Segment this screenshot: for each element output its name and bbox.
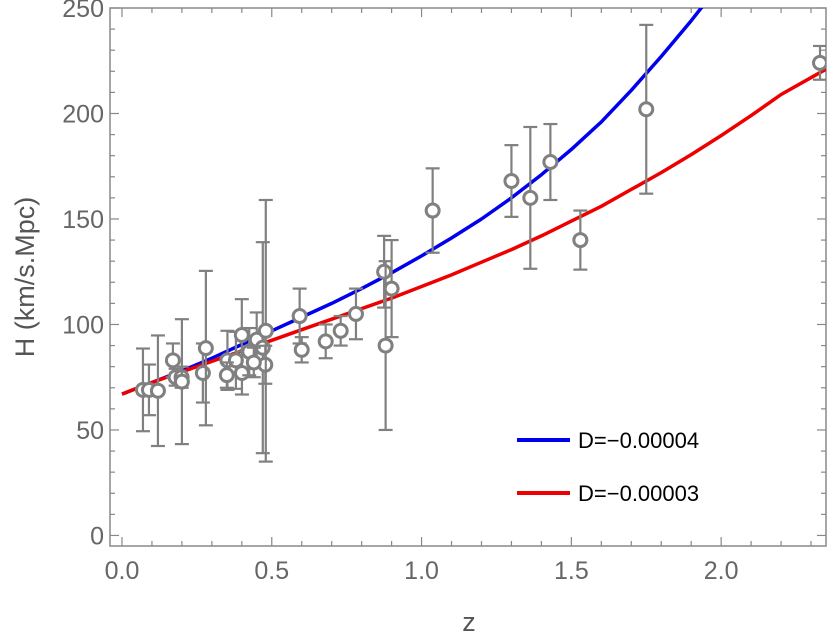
y-tick-label: 200 <box>62 100 104 128</box>
data-point <box>197 269 214 427</box>
ticks <box>110 7 826 546</box>
y-tick-label: 250 <box>62 0 104 23</box>
data-point <box>347 287 364 341</box>
point-marker <box>542 154 559 171</box>
point-marker <box>227 352 244 369</box>
x-tick-label: 2.0 <box>704 557 739 585</box>
point-marker <box>347 305 364 322</box>
y-tick-label: 100 <box>62 311 104 339</box>
data-point <box>317 323 334 360</box>
data-point <box>218 361 235 389</box>
data-point <box>503 144 520 218</box>
point-marker <box>197 340 214 357</box>
x-tick-label: 1.0 <box>404 557 439 585</box>
data-point <box>522 125 539 270</box>
tick-labels: 0.0 0.5 1.0 1.5 2.0 0 50 100 150 200 250 <box>62 0 738 585</box>
point-marker <box>377 337 394 354</box>
data-point <box>291 287 308 345</box>
point-marker <box>173 373 190 390</box>
x-axis-title: z <box>462 607 476 637</box>
point-marker <box>293 341 310 358</box>
point-marker <box>638 101 655 118</box>
point-marker <box>503 173 520 190</box>
legend-label-red: D=−0.00003 <box>578 481 699 506</box>
point-marker <box>164 352 181 369</box>
data-point <box>572 209 589 271</box>
point-marker <box>317 333 334 350</box>
point-marker <box>233 364 250 381</box>
data-point <box>638 23 655 195</box>
point-marker <box>194 364 211 381</box>
data-point <box>257 198 274 463</box>
data-point <box>149 334 166 448</box>
point-marker <box>149 382 166 399</box>
data-point <box>424 167 441 254</box>
data-point <box>245 346 262 379</box>
point-marker <box>522 189 539 206</box>
point-marker <box>812 54 826 71</box>
point-marker <box>383 280 400 297</box>
point-marker <box>424 202 441 219</box>
point-marker <box>257 322 274 339</box>
series-line-0 <box>121 8 704 396</box>
data-point <box>383 238 400 339</box>
point-marker <box>572 232 589 249</box>
point-marker <box>233 327 250 344</box>
data-point <box>812 44 826 81</box>
data-points <box>134 23 826 463</box>
data-point <box>376 234 393 309</box>
x-tick-label: 1.5 <box>554 557 589 585</box>
data-point <box>542 122 559 202</box>
y-axis-title: H (km/s.Mpc) <box>10 197 40 357</box>
y-tick-label: 0 <box>90 522 104 550</box>
data-point <box>293 336 310 364</box>
point-marker <box>245 354 262 371</box>
point-marker <box>291 308 308 325</box>
point-marker <box>332 322 349 339</box>
point-marker <box>218 367 235 384</box>
legend: D=−0.00004 D=−0.00003 <box>517 428 699 506</box>
x-tick-label: 0.5 <box>254 557 289 585</box>
y-tick-label: 150 <box>62 206 104 234</box>
y-tick-label: 50 <box>76 417 104 445</box>
point-marker <box>376 263 393 280</box>
data-point <box>173 318 190 446</box>
x-tick-label: 0.0 <box>105 557 140 585</box>
plot-frame <box>109 7 827 547</box>
data-point <box>332 314 349 347</box>
legend-label-blue: D=−0.00004 <box>578 428 699 453</box>
